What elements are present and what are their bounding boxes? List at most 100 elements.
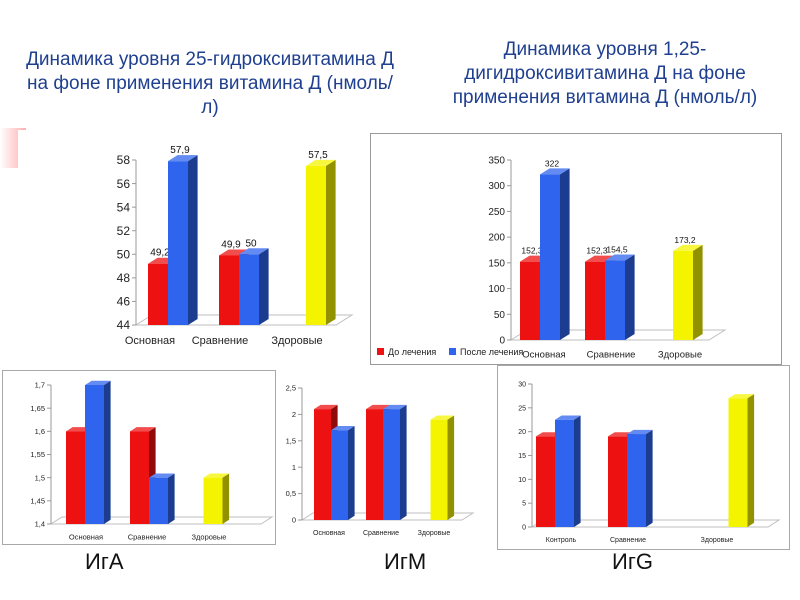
y-tick-label: 0,5	[286, 489, 296, 498]
y-tick-label: 0	[499, 336, 505, 347]
bar	[608, 436, 627, 527]
bar-top	[383, 404, 407, 410]
bar-top	[331, 426, 355, 431]
y-tick-label: 350	[488, 156, 505, 167]
y-tick-label: 0	[292, 516, 296, 525]
chart-panel-1-25-dihydroxyvitamin-d: 0 50 100 150 200 250 300 350 Основная Сравнение Зд…	[370, 133, 782, 365]
legend-swatch	[377, 348, 384, 355]
y-tick-label: 50	[494, 310, 506, 321]
y-tick-label: 0	[522, 524, 526, 531]
bar-side	[646, 429, 653, 527]
x-category-label: Сравнение	[610, 537, 646, 544]
bar-side	[259, 248, 269, 325]
data-label: 322	[545, 158, 559, 168]
x-category-label: Контроль	[546, 537, 577, 544]
bar	[536, 436, 555, 527]
y-tick-label: 1,55	[30, 450, 45, 459]
y-tick-label: 30	[518, 381, 526, 388]
x-category-label: Основная	[125, 335, 175, 347]
bar	[306, 165, 326, 325]
bar-top	[239, 248, 269, 255]
bar	[219, 255, 239, 325]
y-tick-label: 1,45	[30, 496, 45, 505]
chart-panel-igm: 0 0,5 1 1,5 2 2,5 Основная Сравнение Здоровые	[282, 370, 492, 545]
bar	[673, 250, 693, 340]
y-tick-label: 1,4	[35, 520, 45, 529]
label-igm: ИгМ	[384, 549, 427, 574]
bar	[366, 409, 383, 520]
legend-label: До лечения	[388, 347, 436, 357]
bar-side	[625, 254, 635, 340]
y-tick-label: 1,5	[35, 473, 45, 482]
bar-top	[306, 159, 336, 166]
y-tick-label: 1,5	[286, 436, 296, 445]
data-label: 57,5	[308, 150, 328, 161]
chart-panel-iga: 1,4 1,45 1,5 1,55 1,6 1,65 1,7 Основная Сравнени…	[2, 370, 276, 545]
x-category-label: Сравнение	[192, 335, 249, 347]
bar	[239, 254, 259, 325]
bar-top	[85, 380, 111, 385]
label-iga: ИгА	[85, 549, 124, 574]
y-tick-label: 250	[488, 207, 505, 218]
chart-svg: 0 5 10 15 20 25 30 Контроль Сравнение Здоровые	[518, 381, 781, 544]
y-tick-label: 25	[518, 405, 526, 412]
y-tick-label: 100	[488, 284, 505, 295]
legend-swatch	[449, 348, 456, 355]
bar	[66, 431, 85, 524]
chart-svg: 44 46 48 50 52 54 56 58 Основная Сравнение Здоровы…	[117, 145, 354, 347]
x-category-label: Сравнение	[363, 530, 399, 537]
y-tick-label: 200	[488, 233, 505, 244]
chart-svg: 1,4 1,45 1,5 1,55 1,6 1,65 1,7 Основная Сравнени…	[30, 380, 274, 542]
y-tick-label: 300	[488, 181, 505, 192]
data-label: 154,5	[606, 245, 628, 255]
y-tick-label: 1,6	[35, 427, 45, 436]
x-category-label: Основная	[69, 533, 103, 542]
data-label: 152,3	[586, 246, 608, 256]
bar	[203, 477, 223, 524]
bar-top	[728, 394, 755, 399]
bar	[85, 385, 104, 524]
data-label: 152,3	[521, 246, 543, 256]
bar	[430, 419, 448, 520]
bar-side	[574, 415, 581, 527]
bar	[520, 261, 540, 340]
bar-side	[104, 380, 111, 524]
y-tick-label: 15	[518, 453, 526, 460]
y-tick-label: 44	[117, 318, 131, 332]
bar-side	[326, 159, 336, 325]
y-tick-label: 58	[117, 153, 131, 167]
y-tick-label: 150	[488, 258, 505, 269]
x-category-label: Здоровые	[658, 350, 702, 361]
bar	[585, 261, 605, 340]
bar-side	[348, 426, 355, 520]
y-tick-label: 52	[117, 224, 131, 238]
x-category-label: Основная	[522, 350, 565, 361]
y-tick-label: 50	[117, 247, 131, 261]
bar-top	[366, 404, 390, 410]
bar-side	[168, 473, 175, 524]
y-tick-label: 5	[522, 501, 526, 508]
x-category-label: Основная	[313, 530, 345, 537]
bar-top	[627, 429, 653, 435]
bar-side	[560, 168, 570, 340]
bar	[383, 409, 400, 520]
y-tick-label: 1,65	[30, 404, 45, 413]
bar-side	[447, 415, 455, 520]
bar-side	[222, 473, 230, 524]
chart-svg: 0 50 100 150 200 250 300 350 Основная Сравнение Зд…	[377, 156, 727, 361]
x-category-label: Здоровые	[701, 537, 734, 544]
bar-top	[673, 244, 703, 251]
x-category-label: Сравнение	[587, 350, 636, 361]
x-category-label: Сравнение	[128, 533, 167, 542]
bar	[540, 174, 560, 340]
chart-title-25-hydroxyvitamin-d: Динамика уровня 25-гидроксивитамина Д на…	[26, 49, 394, 118]
data-label: 49,9	[221, 239, 241, 250]
chart-title-1-25-dihydroxyvitamin-d: Динамика уровня 1,25-дигидроксивитамина …	[452, 39, 758, 108]
bar-top	[430, 415, 455, 420]
label-igg: ИгG	[612, 549, 653, 574]
x-category-label: Здоровые	[418, 530, 451, 537]
bar	[627, 434, 646, 527]
bar	[555, 419, 574, 527]
bar	[314, 409, 331, 520]
bar	[148, 263, 168, 325]
